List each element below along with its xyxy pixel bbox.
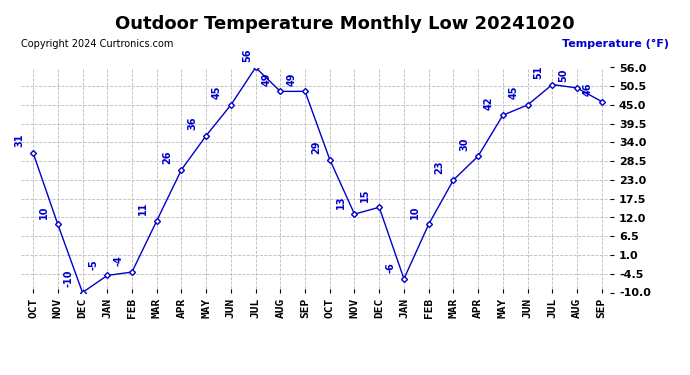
Text: 49: 49	[286, 72, 296, 86]
Text: 45: 45	[509, 86, 519, 99]
Text: 10: 10	[39, 205, 49, 219]
Text: 46: 46	[583, 82, 593, 96]
Text: -5: -5	[88, 259, 99, 270]
Text: -4: -4	[113, 256, 123, 267]
Text: 30: 30	[460, 137, 469, 151]
Text: 56: 56	[242, 48, 253, 62]
Text: -10: -10	[63, 270, 74, 287]
Text: 51: 51	[533, 66, 544, 79]
Text: 36: 36	[187, 117, 197, 130]
Text: 50: 50	[558, 69, 568, 82]
Text: 42: 42	[484, 96, 494, 109]
Text: 15: 15	[360, 188, 371, 202]
Text: -6: -6	[385, 262, 395, 273]
Text: Copyright 2024 Curtronics.com: Copyright 2024 Curtronics.com	[21, 39, 173, 50]
Text: 10: 10	[410, 205, 420, 219]
Text: 26: 26	[163, 151, 172, 164]
Text: 29: 29	[311, 141, 321, 154]
Text: 13: 13	[335, 195, 346, 208]
Text: 31: 31	[14, 134, 24, 147]
Text: Temperature (°F): Temperature (°F)	[562, 39, 669, 50]
Text: 45: 45	[212, 86, 222, 99]
Text: Outdoor Temperature Monthly Low 20241020: Outdoor Temperature Monthly Low 20241020	[115, 15, 575, 33]
Text: 11: 11	[138, 202, 148, 215]
Text: 49: 49	[262, 72, 271, 86]
Text: 23: 23	[435, 161, 444, 174]
